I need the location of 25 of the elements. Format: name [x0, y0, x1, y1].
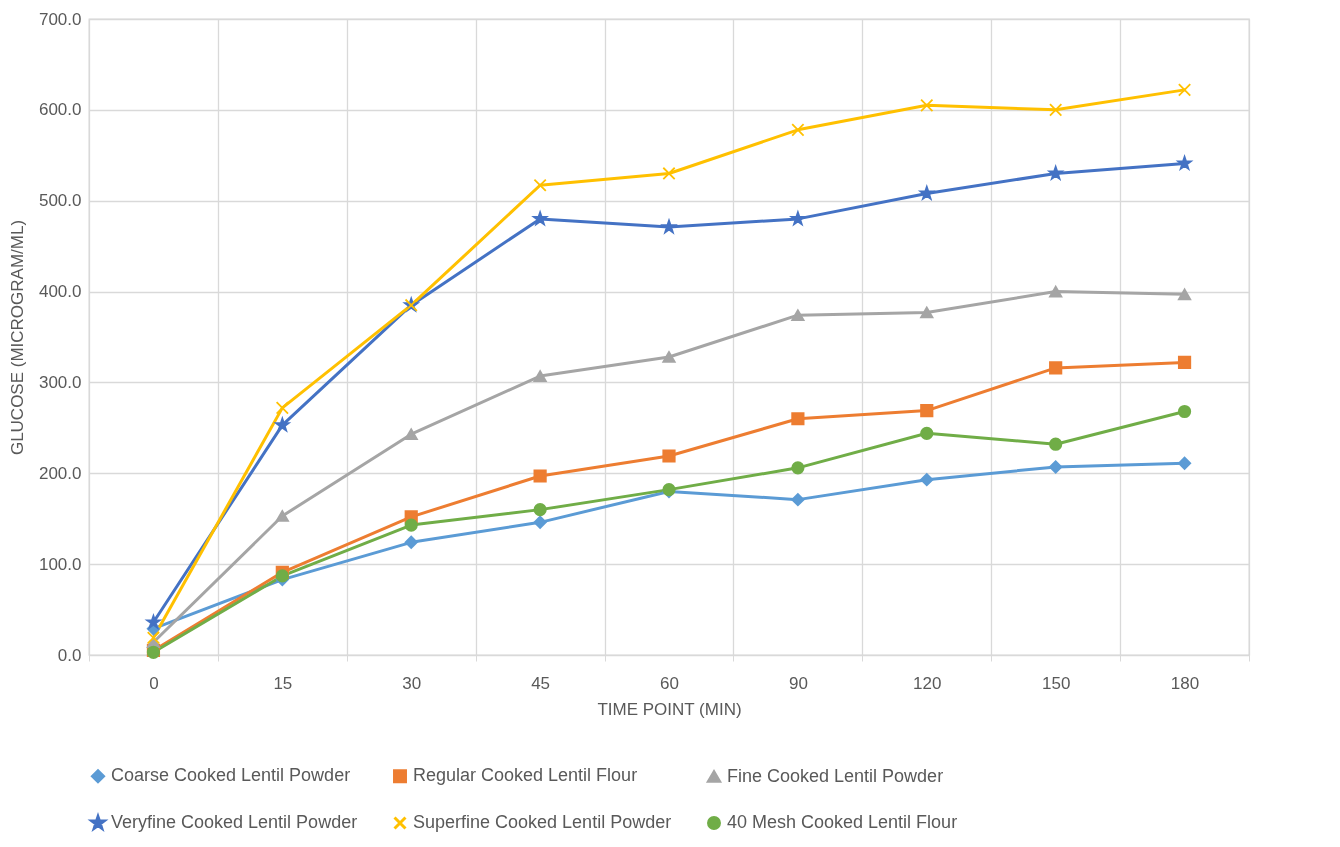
- legend-label: Regular Cooked Lentil Flour: [413, 765, 638, 786]
- x-tick-label: 60: [660, 673, 679, 693]
- x-tick-label: 15: [273, 673, 293, 693]
- y-tick-label: 700.0: [38, 9, 82, 29]
- x-tick-label: 45: [531, 673, 551, 693]
- x-tick-label: 30: [402, 673, 422, 693]
- x-axis-title: TIME POINT (MIN): [597, 699, 742, 719]
- legend-label: Veryfine Cooked Lentil Powder: [111, 812, 358, 832]
- y-tick-label: 200.0: [38, 463, 82, 483]
- legend-label: Fine Cooked Lentil Powder: [727, 765, 944, 786]
- x-tick-label: 150: [1041, 673, 1071, 693]
- y-axis-title: GLUCOSE (MICROGRAM/ML): [7, 219, 27, 456]
- legend-label: Superfine Cooked Lentil Powder: [413, 812, 672, 832]
- y-tick-label: 300.0: [38, 372, 82, 392]
- y-tick-label: 500.0: [38, 191, 82, 211]
- x-tick-label: 120: [913, 673, 942, 693]
- x-tick-label: 180: [1170, 673, 1200, 693]
- x-tick-label: 90: [788, 673, 808, 693]
- legend-label: Coarse Cooked Lentil Powder: [111, 765, 351, 786]
- x-tick-label: 0: [149, 673, 159, 693]
- y-tick-label: 400.0: [38, 282, 82, 302]
- y-tick-label: 600.0: [38, 100, 82, 120]
- y-tick-label: 0.0: [57, 645, 82, 665]
- legend-label: 40 Mesh Cooked Lentil Flour: [727, 812, 958, 832]
- y-tick-label: 100.0: [38, 554, 82, 574]
